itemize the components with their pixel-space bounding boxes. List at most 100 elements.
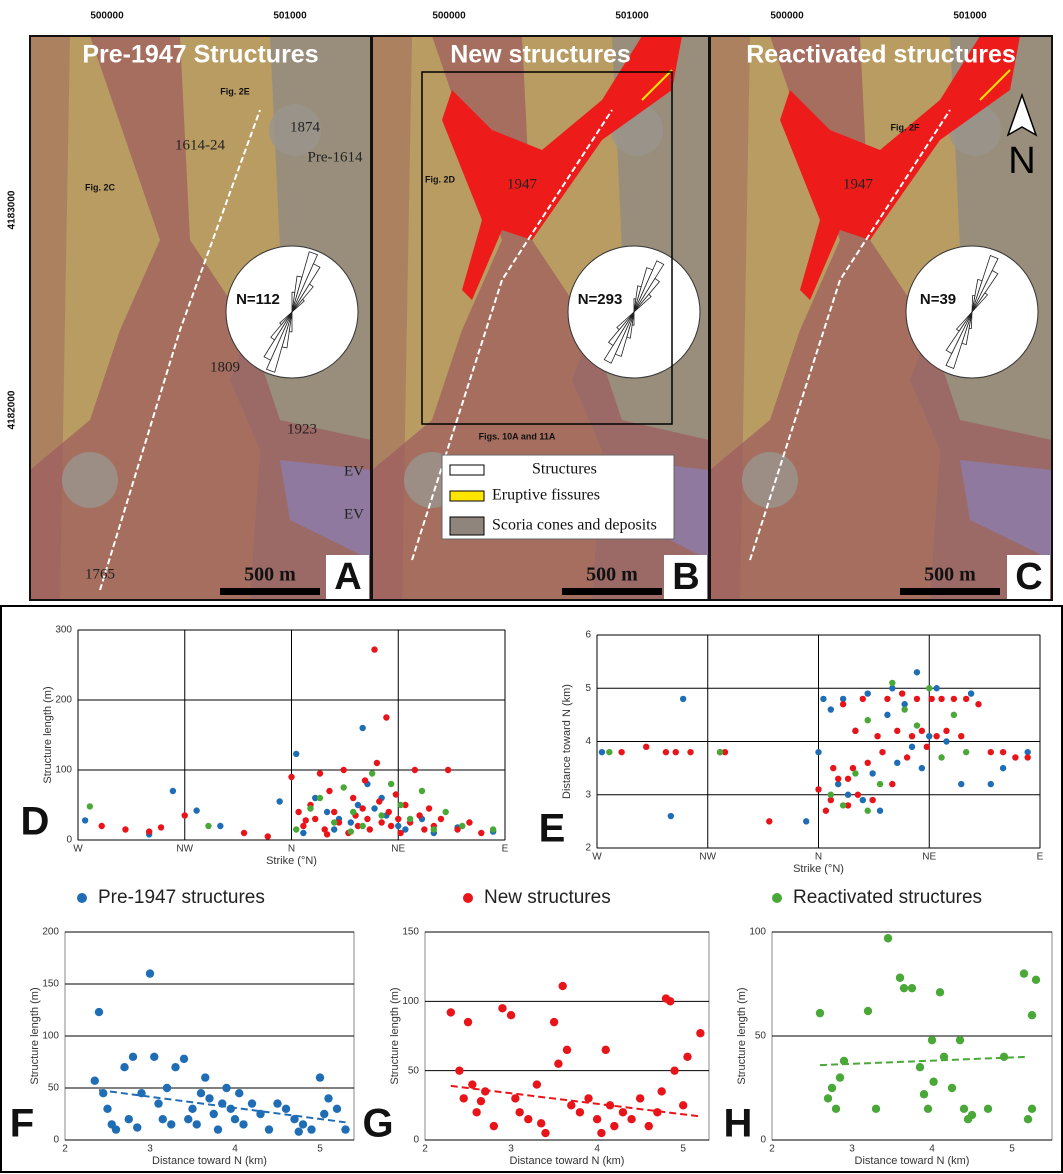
scatter-point [91, 1077, 99, 1085]
scatter-point [865, 760, 871, 766]
scale-bar [562, 588, 662, 595]
scatter-point [618, 749, 624, 755]
x-tick-label: 3 [508, 1144, 514, 1155]
scatter-point [464, 1018, 472, 1026]
map-label: Fig. 2E [220, 86, 250, 96]
scatter-point [938, 754, 944, 760]
scatter-point [840, 701, 846, 707]
y-tick-label: 50 [755, 1031, 767, 1042]
scatter-point [193, 807, 199, 813]
scatter-point [340, 784, 346, 790]
scatter-point [958, 781, 964, 787]
scatter-point [295, 1127, 303, 1135]
scatter-point [679, 1101, 687, 1109]
x-tick-label: NW [699, 852, 716, 863]
scatter-point [926, 733, 932, 739]
scatter-point [184, 1115, 192, 1123]
scatter-point [958, 733, 964, 739]
scatter-point [341, 1125, 349, 1133]
map-label: Pre-1614 [308, 149, 363, 165]
x-tick-label: W [73, 844, 83, 855]
scatter-point [320, 1110, 328, 1118]
scatter-point [643, 744, 649, 750]
y-tick-label: 100 [42, 1031, 59, 1042]
scatter-point [364, 816, 370, 822]
scatter-point [222, 1084, 230, 1092]
figure: 5000005010005000005010005000005010004183… [0, 0, 1063, 1174]
scatter-point [374, 760, 380, 766]
scatter-point [924, 744, 930, 750]
panel-letter: G [362, 1102, 393, 1146]
scatter-point [197, 1089, 205, 1097]
scatter-point [421, 826, 427, 832]
y-axis-title: Structure length (m) [736, 987, 748, 1084]
scatter-point [968, 690, 974, 696]
scatter-point [150, 1053, 158, 1061]
scatter-point [928, 1036, 936, 1044]
scatter-point [845, 792, 851, 798]
scatter-point [537, 1119, 545, 1127]
scatter-point [276, 798, 282, 804]
scatter-point [872, 1105, 880, 1113]
scatter-point [466, 819, 472, 825]
scatter-point [865, 690, 871, 696]
scatter-point [227, 1105, 235, 1113]
scatter-point [855, 792, 861, 798]
scatter-point [241, 830, 247, 836]
x-tick-label: 4 [929, 1144, 935, 1155]
y-tick-label: 50 [408, 1065, 420, 1076]
scatter-point [217, 823, 223, 829]
legend-label: Pre-1947 structures [98, 887, 265, 908]
scatter-point [832, 1105, 840, 1113]
scale-label: 500 m [924, 564, 976, 586]
scatter-point [828, 1084, 836, 1092]
scatter-point [445, 767, 451, 773]
scatter-point [914, 696, 920, 702]
scatter-point [340, 767, 346, 773]
scale-bar [900, 588, 1000, 595]
scatter-point [920, 1090, 928, 1098]
scatter-point [864, 1007, 872, 1015]
scatter-point [490, 1122, 498, 1130]
legend-marker [77, 893, 87, 903]
scatter-point [1028, 1105, 1036, 1113]
scatter-point [359, 823, 365, 829]
scatter-point [988, 749, 994, 755]
scatter-point [388, 823, 394, 829]
scatter-point [395, 823, 401, 829]
scatter-point [1024, 754, 1030, 760]
map-label: Fig. 2C [85, 182, 116, 192]
scatter-point [657, 1087, 665, 1095]
scatter-point [359, 805, 365, 811]
scatter-point [515, 1108, 523, 1116]
map-label: Figs. 10A and 11A [479, 431, 556, 441]
scatter-point [914, 722, 920, 728]
scatter-point [468, 1080, 476, 1088]
scatter-point [477, 1097, 485, 1105]
scatter-point [869, 797, 875, 803]
y-axis-title: Structure length (m) [42, 686, 54, 783]
plot-area [425, 932, 709, 1140]
scatter-point [558, 982, 566, 990]
scatter-point [188, 1105, 196, 1113]
scatter-point [431, 826, 437, 832]
scatter-point [367, 826, 373, 832]
scatter-point [828, 706, 834, 712]
scatter-point [670, 1066, 678, 1074]
x-tick-label: 4 [594, 1144, 600, 1155]
scatter-point [265, 1125, 273, 1133]
scatter-point [324, 809, 330, 815]
scatter-point [988, 781, 994, 787]
x-tick-label: 5 [1009, 1144, 1015, 1155]
scatter-point [597, 1129, 605, 1137]
scatter-point [584, 1094, 592, 1102]
scale-bar [220, 588, 320, 595]
scatter-point [300, 830, 306, 836]
panel-letter: F [10, 1102, 34, 1146]
rose-count: N=293 [578, 291, 623, 308]
northing-label: 4183000 [7, 190, 18, 229]
scatter-point [455, 1066, 463, 1074]
scatter-point [201, 1073, 209, 1081]
easting-label: 500000 [432, 11, 466, 22]
map-label: 1874 [290, 119, 321, 135]
